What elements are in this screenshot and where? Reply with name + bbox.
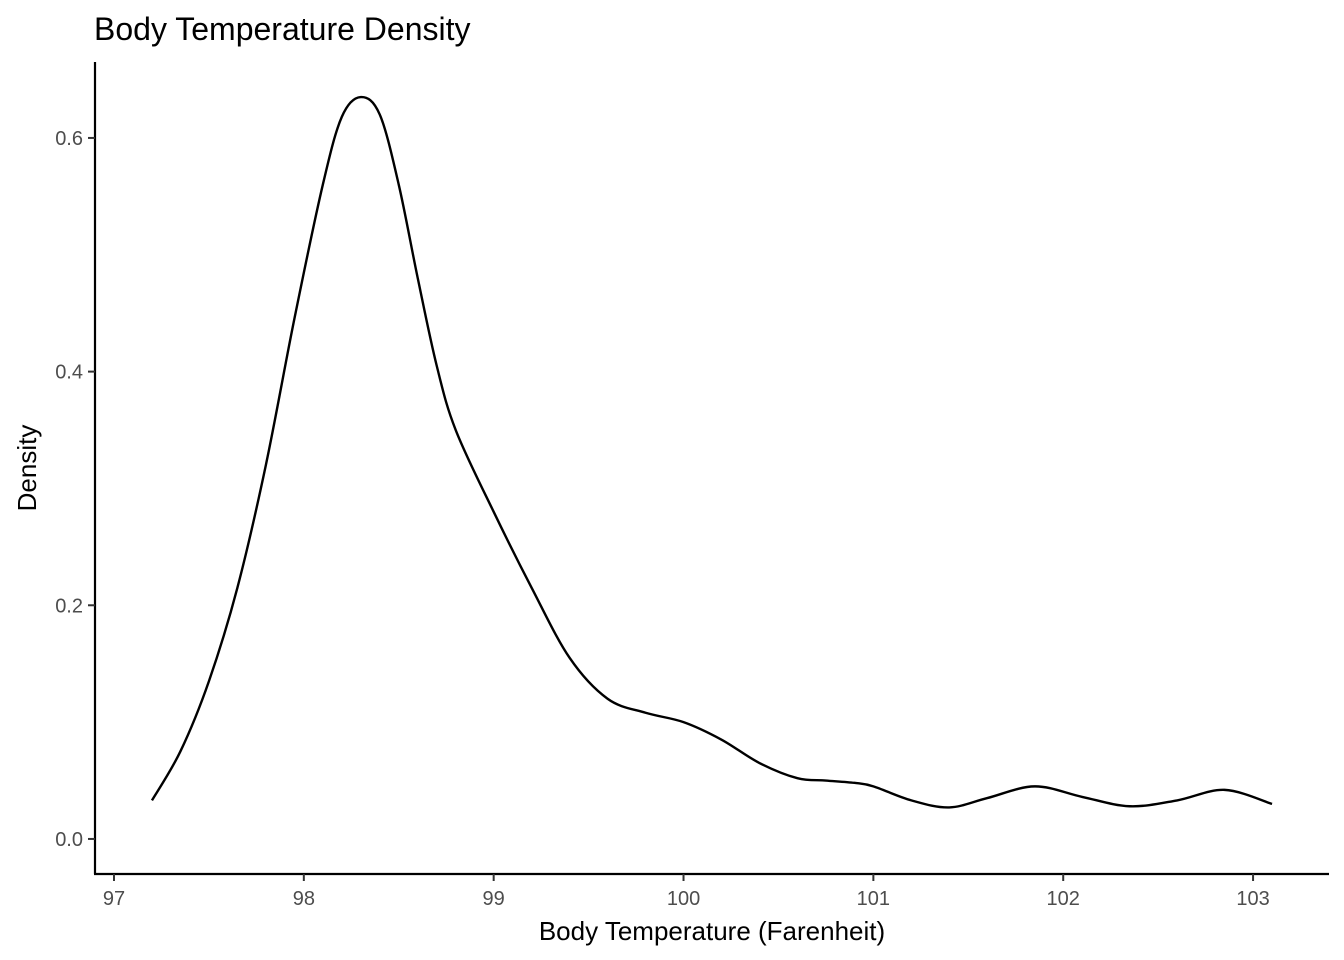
x-tick-label: 99	[483, 888, 505, 910]
x-tick-label: 98	[293, 888, 315, 910]
x-tick-label: 101	[857, 888, 890, 910]
x-axis-ticks: 97 98 99 100 101 102 103	[103, 874, 1270, 910]
x-tick-label: 97	[103, 888, 125, 910]
y-tick-label: 0.6	[55, 128, 83, 150]
y-axis-title: Density	[12, 425, 42, 512]
y-tick-label: 0.2	[55, 595, 83, 617]
plot-area	[150, 95, 1273, 809]
y-tick-label: 0.0	[55, 829, 83, 851]
chart-title: Body Temperature Density	[94, 11, 470, 47]
y-tick-label: 0.4	[55, 362, 83, 384]
y-axis-ticks: 0.0 0.2 0.4 0.6	[55, 128, 95, 851]
x-tick-label: 102	[1047, 888, 1080, 910]
x-tick-label: 103	[1236, 888, 1269, 910]
x-tick-label: 100	[667, 888, 700, 910]
density-line	[150, 95, 1273, 809]
x-axis-title: Body Temperature (Farenheit)	[539, 916, 885, 946]
